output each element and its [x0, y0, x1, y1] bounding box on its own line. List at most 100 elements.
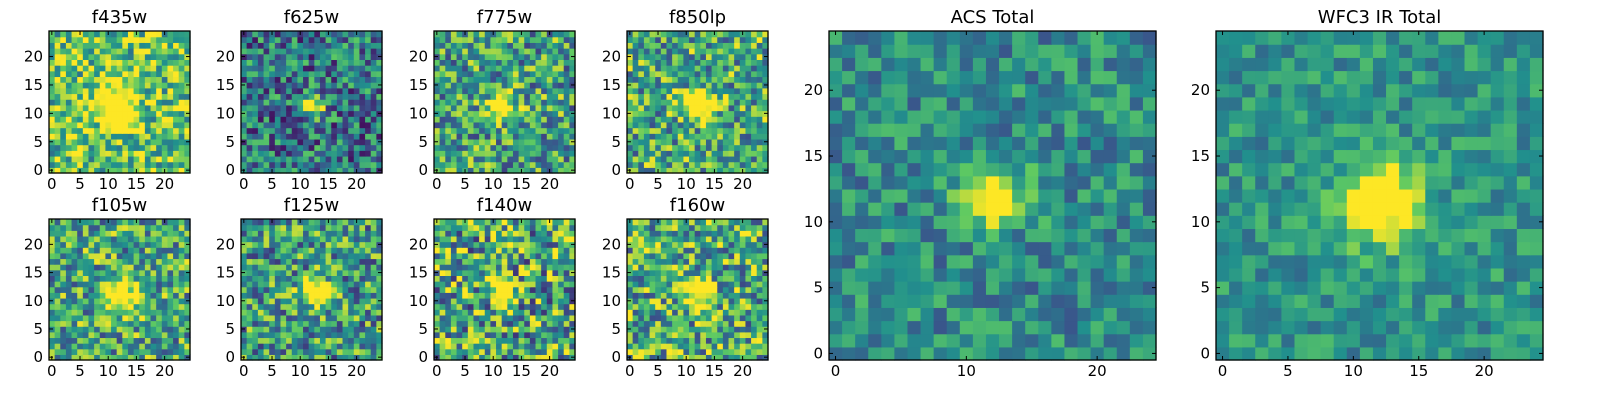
pixel-cell: [734, 144, 741, 151]
pixel-cell: [484, 48, 491, 55]
pixel-cell: [167, 264, 174, 271]
pixel-cell: [700, 99, 707, 106]
pixel-cell: [467, 348, 475, 355]
pixel-cell: [94, 121, 101, 129]
pixel-cell: [496, 309, 503, 316]
x-tick-label: 10: [291, 362, 310, 380]
pixel-cell: [739, 326, 747, 333]
pixel-cell: [627, 303, 634, 310]
pixel-cell: [308, 42, 315, 49]
pixel-cell: [252, 337, 259, 344]
pixel-cell: [552, 93, 559, 100]
pixel-cell: [325, 104, 332, 112]
pixel-cell: [479, 241, 486, 248]
pixel-cell: [178, 150, 185, 157]
pixel-cell: [666, 303, 673, 310]
pixel-cell: [450, 303, 458, 310]
pixel-cell: [751, 36, 758, 43]
pixel-cell: [705, 110, 713, 117]
pixel-cell: [638, 87, 645, 95]
y-tick-label: 10: [409, 292, 428, 310]
pixel-cell: [336, 309, 344, 316]
pixel-cell: [563, 59, 570, 66]
pixel-cell: [524, 161, 531, 168]
pixel-cell: [139, 275, 146, 282]
pixel-cell: [462, 138, 469, 146]
pixel-cell: [439, 93, 446, 100]
pixel-cell: [518, 275, 525, 282]
pixel-cell: [552, 150, 559, 157]
pixel-cell: [739, 286, 747, 293]
pixel-cell: [552, 354, 559, 361]
pixel-cell: [507, 343, 514, 350]
pixel-cell: [111, 309, 118, 316]
pixel-cell: [456, 297, 463, 305]
pixel-cell: [479, 133, 486, 140]
pixel-cell: [563, 224, 570, 231]
pixel-cell: [439, 281, 446, 288]
pixel-cell: [269, 127, 276, 134]
pixel-cell: [643, 99, 651, 106]
pixel-cell: [156, 161, 163, 168]
pixel-cell: [314, 230, 321, 237]
pixel-cell: [308, 314, 315, 322]
pixel-cell: [445, 258, 452, 265]
pixel-cell: [660, 269, 668, 276]
pixel-cell: [700, 161, 707, 168]
pixel-cell: [722, 76, 730, 83]
pixel-cell: [116, 133, 123, 140]
pixel-cell: [54, 235, 61, 243]
pixel-cell: [490, 110, 497, 117]
pixel-cell: [122, 286, 129, 293]
pixel-cell: [297, 42, 304, 49]
pixel-cell: [762, 303, 769, 310]
pixel-cell: [263, 42, 270, 49]
pixel-cell: [751, 314, 758, 322]
pixel-cell: [490, 42, 497, 49]
pixel-cell: [184, 258, 191, 265]
pixel-cell: [450, 133, 458, 140]
pixel-cell: [558, 258, 565, 265]
pixel-cell: [94, 252, 101, 260]
pixel-cell: [257, 258, 265, 265]
pixel-cell: [280, 286, 287, 293]
pixel-cell: [751, 281, 758, 288]
pixel-cell: [280, 264, 287, 271]
pixel-cell: [274, 337, 282, 344]
pixel-cell: [144, 161, 152, 168]
pixel-cell: [705, 53, 713, 60]
pixel-cell: [745, 65, 752, 72]
pixel-cell: [700, 292, 707, 299]
pixel-cell: [643, 343, 651, 350]
pixel-cell: [286, 314, 293, 322]
pixel-cell: [711, 309, 718, 316]
pixel-cell: [88, 309, 95, 316]
pixel-cell: [359, 337, 366, 344]
pixel-cell: [178, 121, 185, 129]
pixel-cell: [541, 99, 548, 106]
pixel-cell: [689, 281, 696, 288]
pixel-cell: [353, 320, 361, 327]
pixel-cell: [60, 161, 67, 168]
pixel-cell: [558, 264, 565, 271]
pixel-cell: [133, 65, 140, 72]
pixel-cell: [558, 36, 565, 43]
pixel-cell: [336, 65, 344, 72]
pixel-cell: [139, 264, 146, 271]
pixel-cell: [359, 219, 366, 226]
pixel-cell: [677, 331, 684, 339]
pixel-cell: [263, 343, 270, 350]
pixel-cell: [627, 42, 634, 49]
pixel-cell: [632, 286, 639, 293]
pixel-cell: [60, 286, 67, 293]
pixel-cell: [325, 155, 332, 163]
pixel-cell: [529, 155, 537, 163]
pixel-cell: [722, 65, 730, 72]
pixel-cell: [524, 303, 531, 310]
pixel-cell: [144, 320, 152, 327]
pixel-cell: [541, 65, 548, 72]
pixel-cell: [507, 303, 514, 310]
pixel-cell: [552, 224, 559, 231]
pixel-cell: [94, 133, 101, 140]
pixel-cell: [331, 65, 338, 72]
